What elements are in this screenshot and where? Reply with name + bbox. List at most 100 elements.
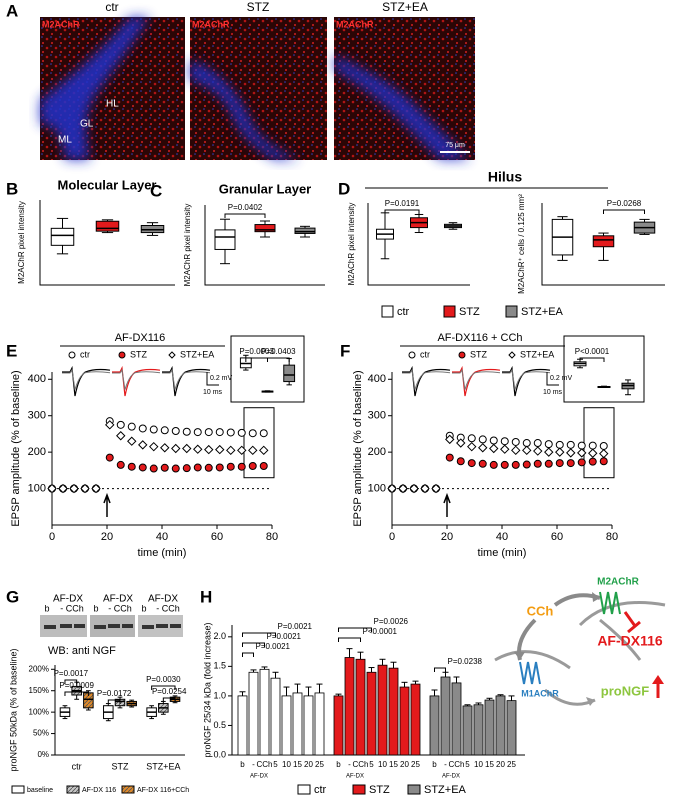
data-point: [511, 445, 521, 456]
x-tick-label: CCh: [448, 760, 464, 769]
receptor-label: M1AChR: [521, 688, 559, 698]
increase-arrowhead: [652, 675, 664, 684]
legend-swatch: [297, 784, 311, 795]
bar: [333, 695, 344, 756]
panel-label: G: [6, 587, 19, 606]
bar: [484, 699, 495, 756]
scale-bar-label: 10 ms: [203, 389, 223, 396]
box: [214, 229, 236, 250]
bar: [270, 677, 281, 756]
data-point: [489, 436, 498, 445]
p-value: P<0.0001: [575, 347, 610, 356]
p-value: P=0.0238: [448, 657, 483, 666]
data-point: [259, 429, 268, 438]
y-tick-label: 1.5: [213, 661, 226, 671]
data-point: [577, 458, 586, 467]
data-point: [127, 436, 137, 446]
subcategory-label: AF-DX: [442, 774, 460, 780]
data-point: [456, 438, 466, 448]
y-tick-label: 400: [368, 373, 386, 385]
data-point: [577, 448, 587, 458]
legend-swatch: [352, 784, 366, 795]
p-value: P=0.0021: [278, 622, 313, 631]
x-tick-label: 0: [389, 531, 395, 543]
significance-bracket: [579, 357, 605, 362]
blot-column-label: AF-DX: [53, 594, 83, 605]
x-tick-label: b: [432, 760, 437, 769]
data-point: [138, 463, 147, 472]
subcategory-label: AF-DX: [250, 774, 268, 780]
data-point: [467, 441, 477, 452]
blot-column-label: AF-DX: [103, 594, 133, 605]
x-tick-label: 20: [496, 760, 505, 769]
data-point: [149, 464, 158, 473]
x-tick-label: 40: [496, 531, 508, 543]
legend-label: STZ+EA: [180, 349, 214, 359]
data-point: [467, 459, 476, 468]
arrowhead: [586, 697, 595, 706]
y-tick-label: 300: [368, 410, 386, 422]
data-point: [500, 460, 509, 469]
application-arrow: [103, 492, 111, 517]
lane-label: - CCh: [108, 603, 132, 613]
bar: [473, 704, 484, 756]
data-point: [555, 440, 564, 449]
x-tick-label: -: [348, 760, 351, 769]
data-point: [511, 437, 520, 446]
x-tick-label: 10: [282, 760, 291, 769]
column-label: STZ+EA: [382, 0, 428, 14]
legend-label: STZ: [130, 349, 148, 359]
y-axis-label: M2AChR⁺ cells / 0.125 mm²: [517, 194, 526, 294]
application-arrow: [443, 492, 451, 517]
x-tick-label: -: [444, 760, 447, 769]
data-point: [116, 460, 125, 469]
data-point: [215, 463, 224, 472]
y-tick-label: 0.5: [213, 720, 226, 730]
bar: [495, 695, 506, 756]
bar: [344, 657, 355, 756]
y-tick-label: 100: [28, 482, 46, 494]
x-axis-label: time (min): [138, 547, 187, 559]
p-value: P=0.0017: [54, 669, 89, 678]
x-tick-label: b: [336, 760, 341, 769]
data-point: [522, 439, 531, 448]
scale-bar: [546, 372, 559, 386]
data-point: [555, 447, 565, 457]
epsp-trace: [502, 368, 551, 390]
bar: [314, 692, 325, 756]
bar: [259, 668, 270, 756]
data-point: [478, 459, 487, 468]
data-point: [237, 428, 246, 437]
chart-title: Molecular Layer: [58, 177, 157, 192]
x-tick-label: 25: [507, 760, 516, 769]
y-axis-label: EPSP amplitude (% of baseline): [10, 370, 22, 526]
data-point: [171, 443, 181, 454]
data-point: [248, 461, 257, 470]
x-tick-label: 20: [304, 760, 313, 769]
x-tick-label: 60: [551, 531, 563, 543]
bar: [248, 671, 259, 756]
data-point: [193, 444, 203, 454]
p-value: P=0.0030: [146, 675, 181, 684]
panel-label: C: [150, 181, 162, 200]
data-point: [431, 483, 441, 494]
bar: [388, 667, 399, 756]
data-point: [577, 441, 586, 450]
p-value: P=0.0172: [97, 689, 132, 698]
p-value: P=0.0021: [267, 632, 302, 641]
significance-bracket: [384, 209, 420, 214]
data-point: [566, 440, 575, 449]
bar: [377, 664, 388, 756]
x-tick-label: 40: [156, 531, 168, 543]
data-point: [259, 445, 269, 456]
y-tick-label: 1.0: [213, 690, 226, 700]
blot-caption: WB: anti NGF: [48, 645, 116, 657]
legend-swatch: [505, 305, 518, 318]
scale-bar: [206, 372, 219, 386]
data-point: [544, 440, 553, 449]
scale-bar-label: 0.2 mV: [550, 375, 573, 382]
product-label: proNGF: [601, 683, 649, 698]
p-value: P=0.0254: [152, 687, 187, 696]
significance-bracket: [242, 632, 276, 637]
